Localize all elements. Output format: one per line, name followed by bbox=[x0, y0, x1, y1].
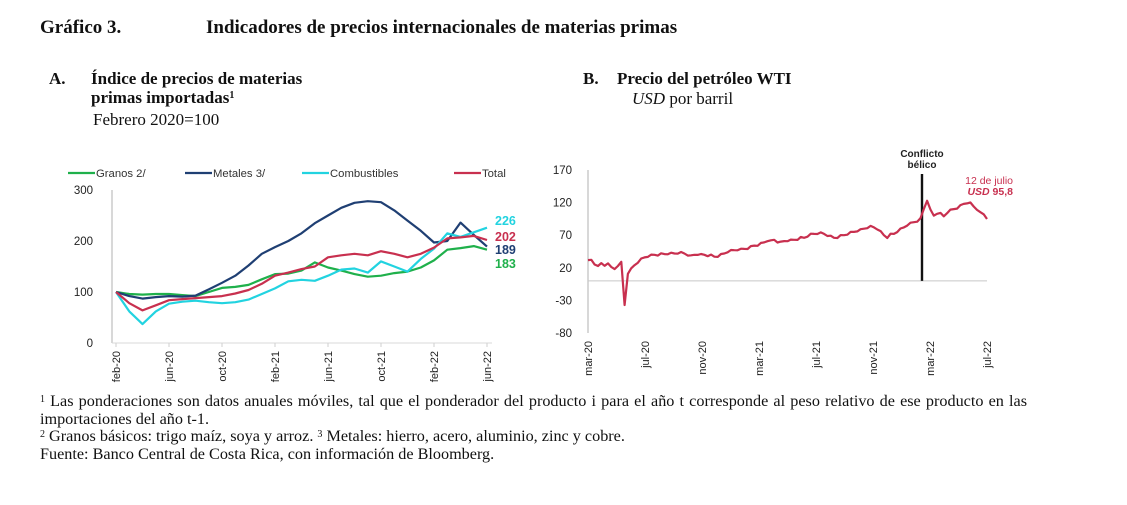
panel-a-letter: A. bbox=[49, 69, 66, 88]
panel-a-title-line2-text: primas importadas bbox=[91, 88, 230, 107]
chart-a-y-tick-label: 100 bbox=[74, 287, 93, 299]
panel-a-title-line1: Índice de precios de materias bbox=[91, 69, 303, 88]
chart-a-x-tick-label: oct-21 bbox=[376, 351, 388, 382]
chart-a-legend: Granos 2/Metales 3/Combustibles Total bbox=[68, 168, 506, 180]
chart-b-last-label-date: 12 de julio bbox=[965, 175, 1013, 187]
panel-b-subtitle: USD por barril bbox=[632, 90, 733, 108]
chart-a: Granos 2/Metales 3/Combustibles Total 0 10… bbox=[68, 168, 516, 383]
figure-number: Gráfico 3. bbox=[40, 17, 122, 38]
chart-b-x-tick-label: nov-21 bbox=[868, 341, 880, 375]
chart-b-lines bbox=[587, 199, 988, 307]
chart-b-y-tick-label: 170 bbox=[553, 165, 572, 177]
footnote-2-3: 2 Granos básicos: trigo maíz, soya y arr… bbox=[40, 427, 1040, 446]
chart-b-last-label-unit: USD bbox=[967, 186, 990, 198]
footnote-2-sup: 2 bbox=[40, 429, 45, 440]
chart-a-y-axis: 0 100 200 300 bbox=[74, 185, 492, 350]
chart-a-y-tick-label: 200 bbox=[74, 236, 93, 248]
chart-b-x-tick-label: jul-20 bbox=[640, 341, 652, 369]
figure-title: Gráfico 3. Indicadores de precios interna… bbox=[40, 17, 677, 39]
panel-b-letter: B. bbox=[583, 69, 599, 88]
chart-a-legend-item: Combustibles bbox=[302, 168, 399, 180]
chart-b-y-tick-label: 20 bbox=[559, 263, 572, 275]
chart-a-legend-label: Total bbox=[482, 168, 506, 180]
chart-b-event-label-line2: bélico bbox=[908, 160, 937, 171]
chart-b-y-tick-label: -30 bbox=[555, 295, 572, 307]
chart-b-x-tick-label: jul-21 bbox=[811, 341, 823, 369]
chart-a-end-label: 183 bbox=[495, 257, 516, 271]
chart-a-x-axis: feb-20 jun-20 oct-20 feb-21 jun-21 oct-21 feb-… bbox=[111, 343, 494, 383]
panel-b-title: Precio del petróleo WTI bbox=[617, 69, 792, 88]
chart-a-x-tick-label: feb-22 bbox=[429, 351, 441, 382]
chart-a-x-tick-label: feb-20 bbox=[111, 351, 123, 382]
chart-b-y-tick-label: -80 bbox=[555, 328, 572, 340]
panel-b-subtitle-rest: por barril bbox=[665, 89, 734, 108]
chart-a-x-tick-label: jun-20 bbox=[164, 351, 176, 383]
chart-a-legend-label: Metales 3/ bbox=[213, 168, 266, 180]
chart-a-legend-item: Total bbox=[454, 168, 506, 180]
figure-title-text: Indicadores de precios internacionales d… bbox=[206, 17, 678, 38]
panel-b-subtitle-unit: USD bbox=[632, 89, 666, 108]
chart-b-x-axis: mar-20 jul-20 nov-20 mar-21 jul-21 nov-21 mar-… bbox=[583, 341, 994, 376]
chart-a-x-tick-label: jun-22 bbox=[482, 351, 494, 383]
chart-a-legend-label: Granos 2/ bbox=[96, 168, 146, 180]
footnote-1: 1 Las ponderaciones son datos anuales mó… bbox=[40, 392, 1027, 428]
footnote-source: Fuente: Banco Central de Costa Rica, con… bbox=[40, 444, 495, 463]
chart-b-y-tick-label: 120 bbox=[553, 198, 572, 210]
footnote-1-text: Las ponderaciones son datos anuales móvi… bbox=[40, 392, 1027, 428]
footnotes: 1 Las ponderaciones son datos anuales mó… bbox=[40, 392, 1040, 463]
chart-a-y-tick-label: 0 bbox=[87, 338, 93, 350]
chart-a-x-tick-label: oct-20 bbox=[217, 351, 229, 382]
chart-a-legend-item: Metales 3/ bbox=[185, 168, 266, 180]
panel-a-title-line2: primas importadas1 bbox=[91, 89, 234, 107]
chart-a-end-label: 226 bbox=[495, 214, 516, 228]
panel-a-title-sup: 1 bbox=[229, 90, 235, 101]
chart-a-series-line bbox=[115, 245, 488, 298]
chart-a-series-line bbox=[115, 226, 488, 326]
chart-b-x-tick-label: mar-22 bbox=[925, 341, 937, 376]
chart-b-x-tick-label: mar-21 bbox=[754, 341, 766, 376]
chart-a-end-label: 189 bbox=[495, 243, 516, 257]
chart-b-last-label-number: 95,8 bbox=[990, 186, 1014, 198]
chart-a-series-line bbox=[115, 200, 488, 300]
footnote-2-text: Granos básicos: trigo maíz, soya y arroz… bbox=[45, 427, 318, 445]
chart-b-y-tick-label: 70 bbox=[559, 230, 572, 242]
footnote-1-sup: 1 bbox=[40, 394, 45, 405]
chart-b-x-tick-label: nov-20 bbox=[697, 341, 709, 375]
chart-a-legend-item: Granos 2/ bbox=[68, 168, 146, 180]
chart-a-x-tick-label: jun-21 bbox=[323, 351, 335, 383]
footnote-3-sup: 3 bbox=[317, 429, 323, 440]
chart-a-series-line bbox=[115, 234, 488, 312]
chart-b-y-axis: -80 -30 20 70 120 170 bbox=[553, 165, 987, 340]
chart-b-x-tick-label: jul-22 bbox=[982, 341, 994, 369]
chart-a-legend-label: Combustibles bbox=[330, 168, 399, 180]
chart-a-end-label: 202 bbox=[495, 230, 516, 244]
chart-a-y-tick-label: 300 bbox=[74, 185, 93, 197]
chart-b-event-label-line1: Conflicto bbox=[900, 149, 943, 160]
chart-b-series-line bbox=[587, 199, 988, 307]
footnote-3-text: Metales: hierro, acero, aluminio, zinc y… bbox=[322, 427, 625, 445]
chart-b-last-label-value: USD 95,8 bbox=[967, 186, 1013, 198]
panel-a-subtitle: Febrero 2020=100 bbox=[93, 110, 220, 129]
chart-a-lines bbox=[115, 200, 488, 326]
chart-b-x-tick-label: mar-20 bbox=[583, 341, 595, 376]
chart-a-x-tick-label: feb-21 bbox=[270, 351, 282, 382]
